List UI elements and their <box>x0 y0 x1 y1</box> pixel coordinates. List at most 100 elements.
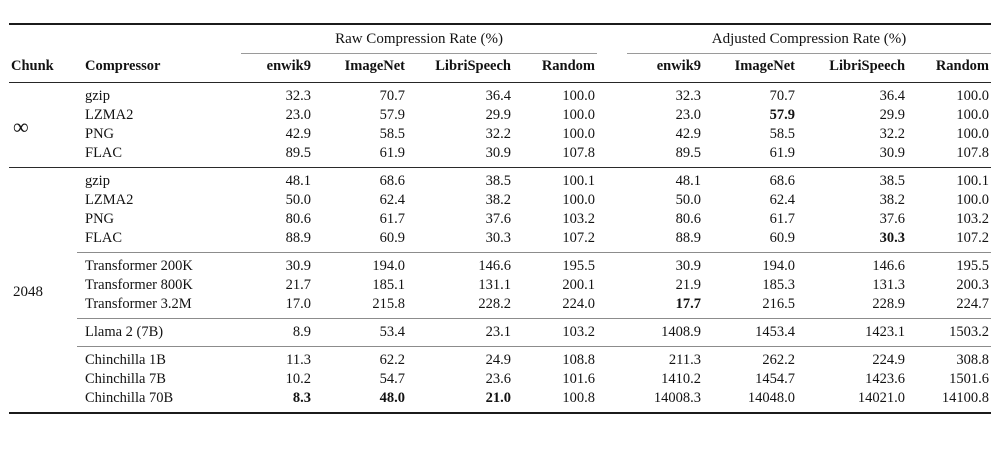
cell: 103.2 <box>562 211 596 227</box>
cell: 108.8 <box>513 346 598 370</box>
group-header-adjusted: Adjusted Compression Rate (%) <box>627 24 992 54</box>
cell: 32.3 <box>285 88 311 104</box>
cell: 185.1 <box>372 277 405 293</box>
table-row: FLAC 89.5 61.9 30.9 107.8 89.5 61.9 30.9… <box>9 144 991 168</box>
cell: 200.3 <box>956 277 990 293</box>
column-gap <box>597 252 628 276</box>
column-header-raw-librispeech: LibriSpeech <box>407 53 513 83</box>
cell: 215.8 <box>372 296 405 312</box>
cell: 1408.9 <box>627 318 704 347</box>
cell: 308.8 <box>907 346 992 370</box>
cell: 228.2 <box>478 296 511 312</box>
column-header-raw-random: Random <box>513 53 598 83</box>
cell: 54.7 <box>379 371 405 387</box>
table-row: PNG 42.9 58.5 32.2 100.0 42.9 58.5 32.2 … <box>9 125 991 144</box>
table-row: FLAC 88.9 60.9 30.3 107.2 88.9 60.9 30.3… <box>9 229 991 253</box>
group-header-row: Raw Compression Rate (%) Adjusted Compre… <box>9 24 992 54</box>
table-row: Chinchilla 70B 8.3 48.0 21.0 100.8 14008… <box>9 389 991 413</box>
column-header-gap <box>597 53 628 83</box>
cell: 68.6 <box>313 167 407 191</box>
chunk-2048-label: 2048 <box>9 167 77 413</box>
column-gap <box>597 318 628 347</box>
cell: 61.9 <box>769 145 796 161</box>
cell: 38.5 <box>797 167 908 191</box>
compressor-name: Transformer 200K <box>77 252 241 276</box>
cell: 1501.6 <box>949 371 990 387</box>
cell: 32.3 <box>675 88 702 104</box>
cell: 100.1 <box>907 167 992 191</box>
table-row: Transformer 800K 21.7 185.1 131.1 200.1 … <box>9 276 991 295</box>
cell: 194.0 <box>703 252 798 276</box>
cell: 30.9 <box>879 145 906 161</box>
cell-best: 30.3 <box>879 230 906 246</box>
cell: 80.6 <box>675 211 702 227</box>
compressor-name: Llama 2 (7B) <box>77 318 241 347</box>
column-gap <box>597 167 628 191</box>
cell: 131.3 <box>872 277 906 293</box>
table-row: Transformer 200K 30.9 194.0 146.6 195.5 … <box>9 252 992 276</box>
column-header-adj-enwik9: enwik9 <box>627 53 704 83</box>
chunk-2048-group: 2048 gzip 48.1 68.6 38.5 100.1 48.1 68.6… <box>9 167 992 413</box>
compression-results-table: Raw Compression Rate (%) Adjusted Compre… <box>9 23 992 414</box>
cell: 100.0 <box>562 107 596 123</box>
cell: 146.6 <box>797 252 908 276</box>
column-gap <box>597 210 627 229</box>
cell: 38.2 <box>879 192 906 208</box>
column-gap <box>597 346 628 370</box>
cell-best: 8.3 <box>292 390 311 406</box>
table-row: PNG 80.6 61.7 37.6 103.2 80.6 61.7 37.6 … <box>9 210 991 229</box>
cell: 50.0 <box>675 192 702 208</box>
cell: 14021.0 <box>857 390 906 406</box>
cell: 30.9 <box>627 252 704 276</box>
cell: 32.2 <box>879 126 906 142</box>
cell: 60.9 <box>769 230 796 246</box>
compressor-name: Transformer 800K <box>85 277 193 293</box>
cell: 21.7 <box>285 277 311 293</box>
cell: 103.2 <box>513 318 598 347</box>
cell: 100.0 <box>956 126 990 142</box>
cell: 50.0 <box>285 192 311 208</box>
table-row: LZMA2 50.0 62.4 38.2 100.0 50.0 62.4 38.… <box>9 191 991 210</box>
compressor-name: gzip <box>77 167 241 191</box>
cell: 100.1 <box>513 167 598 191</box>
cell: 37.6 <box>879 211 906 227</box>
compressor-name: Chinchilla 1B <box>77 346 241 370</box>
cell: 14048.0 <box>747 390 796 406</box>
chunk-infinity-label: ∞ <box>13 114 29 139</box>
cell: 70.7 <box>379 88 405 104</box>
cell: 1423.6 <box>865 371 906 387</box>
column-header-adj-librispeech: LibriSpeech <box>797 53 908 83</box>
cell: 262.2 <box>703 346 798 370</box>
cell: 107.2 <box>562 230 596 246</box>
column-gap <box>597 295 627 319</box>
cell: 1454.7 <box>755 371 796 387</box>
cell: 224.0 <box>562 296 596 312</box>
cell: 17.0 <box>285 296 311 312</box>
group-header-raw: Raw Compression Rate (%) <box>241 24 598 54</box>
cell-best: 48.0 <box>379 390 405 406</box>
table-row: Llama 2 (7B) 8.9 53.4 23.1 103.2 1408.9 … <box>9 318 992 347</box>
compressor-name: FLAC <box>85 230 123 246</box>
column-gap <box>597 144 627 168</box>
chunk-infinity-group: ∞ gzip 32.3 70.7 36.4 100.0 32.3 70.7 36… <box>9 83 991 168</box>
cell: 224.7 <box>956 296 990 312</box>
cell-best: 17.7 <box>675 296 702 312</box>
cell: 89.5 <box>285 145 311 161</box>
compressor-name: LZMA2 <box>85 107 134 123</box>
cell: 185.3 <box>762 277 796 293</box>
column-gap <box>597 83 627 107</box>
compressor-name: Chinchilla 70B <box>85 390 174 406</box>
compressor-name: FLAC <box>85 145 123 161</box>
cell: 146.6 <box>407 252 513 276</box>
cell: 38.2 <box>485 192 511 208</box>
cell: 103.2 <box>956 211 990 227</box>
cell: 100.0 <box>956 107 990 123</box>
cell: 1503.2 <box>907 318 992 347</box>
table-row: Chinchilla 7B 10.2 54.7 23.6 101.6 1410.… <box>9 370 991 389</box>
cell: 80.6 <box>285 211 311 227</box>
cell: 11.3 <box>241 346 313 370</box>
column-gap <box>597 125 627 144</box>
cell: 14100.8 <box>941 390 990 406</box>
cell: 37.6 <box>485 211 511 227</box>
cell: 200.1 <box>562 277 596 293</box>
